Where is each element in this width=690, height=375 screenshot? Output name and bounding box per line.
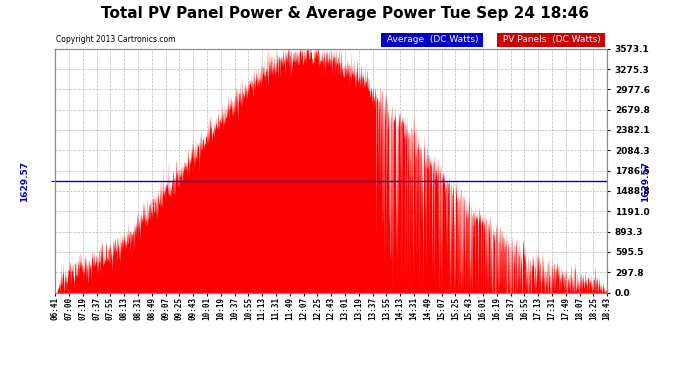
Text: 1629.57: 1629.57	[20, 161, 30, 202]
Text: Total PV Panel Power & Average Power Tue Sep 24 18:46: Total PV Panel Power & Average Power Tue…	[101, 6, 589, 21]
Text: Average  (DC Watts): Average (DC Watts)	[384, 35, 481, 44]
Text: PV Panels  (DC Watts): PV Panels (DC Watts)	[500, 35, 603, 44]
Text: 1629.57: 1629.57	[641, 161, 651, 202]
Text: Copyright 2013 Cartronics.com: Copyright 2013 Cartronics.com	[57, 35, 176, 44]
